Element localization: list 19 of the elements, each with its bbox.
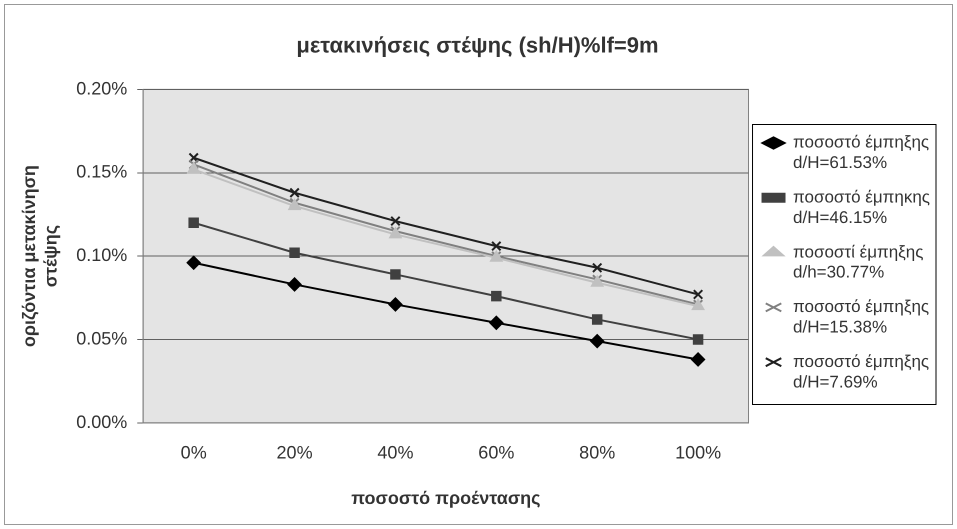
x-axis-title: ποσοστό προέντασης bbox=[351, 488, 541, 508]
y-tick-label: 0.05% bbox=[76, 328, 128, 348]
x-tick-label: 0% bbox=[180, 442, 207, 463]
x-tick-label: 40% bbox=[377, 442, 414, 463]
y-tick-label: 0.00% bbox=[76, 412, 128, 432]
x-tick-label: 80% bbox=[579, 442, 616, 463]
y-axis-title: οριζόντια μετακίνηση στέψης bbox=[18, 165, 60, 348]
y-tick-label: 0.10% bbox=[76, 245, 128, 266]
x-tick-label: 20% bbox=[276, 442, 313, 463]
legend-label: ποσοστό έμπηξης d/H=61.53% bbox=[793, 132, 930, 172]
chart-title: μετακινήσεις στέψης (sh/H)%lf=9m bbox=[296, 32, 659, 58]
x-tick-label: 100% bbox=[675, 442, 722, 463]
legend-label: ποσοστό έμπηκης d/H=46.15% bbox=[793, 187, 930, 227]
legend-label: ποσοστό έμπηξης d/H=7.69% bbox=[793, 352, 930, 392]
y-tick-label: 0.15% bbox=[76, 162, 128, 182]
y-tick-label: 0.20% bbox=[76, 78, 128, 98]
legend-label: ποσοστί έμπηξης d/h=30.77% bbox=[793, 242, 924, 282]
legend-label: ποσοστό έμπηξης d/H=15.38% bbox=[793, 297, 930, 336]
x-tick-label: 60% bbox=[478, 442, 514, 463]
